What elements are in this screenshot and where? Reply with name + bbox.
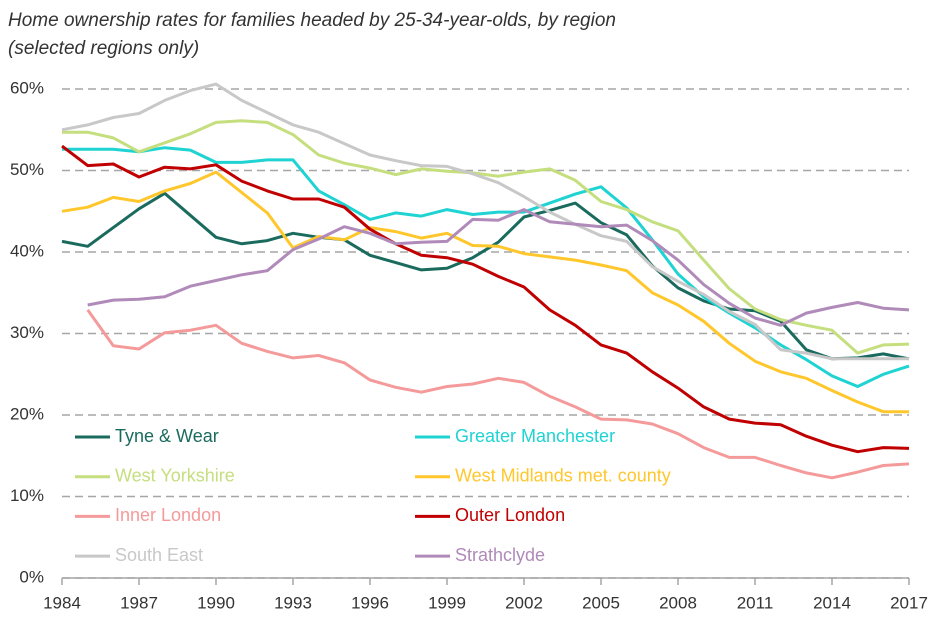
y-tick-label: 20% [10,404,44,423]
y-tick-label: 60% [10,78,44,97]
chart-subtitle: (selected regions only) [8,38,199,59]
x-tick-label: 2014 [813,593,851,612]
y-tick-label: 0% [19,567,44,586]
x-tick-label: 1996 [351,593,389,612]
y-tick-label: 40% [10,241,44,260]
y-tick-label: 50% [10,160,44,179]
x-tick-label: 2005 [582,593,620,612]
legend-label: Greater Manchester [455,426,615,446]
x-tick-label: 1984 [43,593,81,612]
series-line [86,309,910,480]
legend-label: Outer London [455,505,565,525]
x-tick-label: 1999 [428,593,466,612]
series-line [61,170,909,414]
x-tick-label: 2017 [890,593,928,612]
y-tick-label: 30% [10,323,44,342]
legend-label: Strathclyde [455,545,545,565]
x-tick-label: 1987 [120,593,158,612]
series-line [61,191,910,361]
y-tick-label: 10% [10,486,44,505]
x-tick-label: 2011 [737,593,774,612]
series-line [61,82,909,361]
x-tick-label: 1990 [197,593,235,612]
x-tick-label: 2002 [505,593,543,612]
legend-label: Tyne & Wear [115,426,219,446]
x-tick-label: 1993 [274,593,312,612]
x-tick-label: 2008 [659,593,697,612]
series-line [87,208,910,327]
legend-label: West Yorkshire [115,465,235,485]
legend-label: South East [115,545,203,565]
legend-label: Inner London [115,505,221,525]
series-line [62,119,910,355]
series-line [61,144,910,454]
legend-label: West Midlands met. county [455,465,671,485]
chart-title: Home ownership rates for families headed… [8,10,616,31]
